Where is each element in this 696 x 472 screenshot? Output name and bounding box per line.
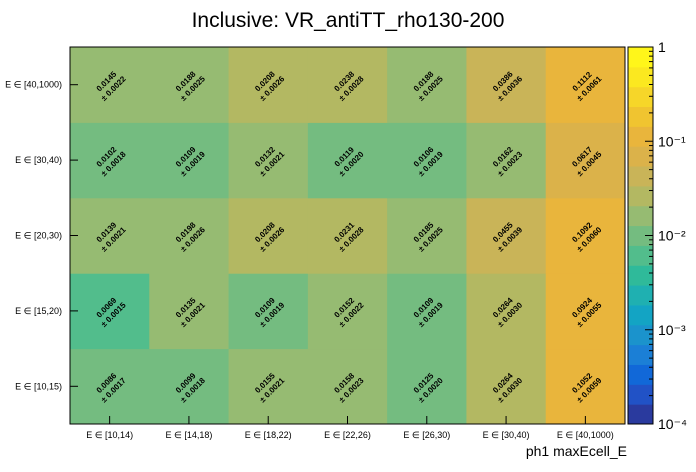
x-axis-ticks: E ∈ [10,14) E ∈ [14,18) E ∈ [18,22) E ∈ [22… [86,416,614,440]
heatmap-cell [70,197,150,274]
heatmap-cell [228,273,309,350]
heatmap-cell [70,47,150,123]
chart-title: Inclusive: VR_antiTT_rho130-200 [192,9,505,32]
heatmap-cell [307,122,388,199]
x-tick-label: E ∈ [18,22) [245,430,292,440]
colorbar-swatch [628,86,653,108]
x-tick-label: E ∈ [22,26) [324,430,371,440]
colorbar-swatch [628,285,653,306]
heatmap-cell [307,348,388,425]
colorbar-swatch [628,304,653,326]
heatmap-cell [545,122,626,199]
colorbar-swatch [628,66,653,88]
colorbar-swatch [628,384,653,405]
x-tick-label: E ∈ [40,1000) [557,430,614,440]
heatmap-cells [70,47,626,425]
heatmap-cell [149,273,230,350]
colorbar-swatch [628,265,653,286]
y-tick-label: E ∈ [15,20) [15,306,62,316]
heatmap-cell [387,122,467,199]
heatmap-cell [70,122,150,199]
heatmap-cell [149,122,230,199]
colorbar-swatch [628,47,653,68]
heatmap-cell [228,47,309,123]
x-axis-title: ph1 maxEcell_E [526,443,627,459]
heatmap-cell [387,348,467,425]
heatmap-cell [70,273,150,350]
heatmap-cell [466,197,547,274]
heatmap-cell [228,348,309,425]
heatmap-cell [387,47,467,123]
colorbar-swatch [628,205,653,227]
heatmap-cell [387,197,467,274]
colorbar-label: 10⁻¹ [658,133,686,149]
heatmap-cell [545,197,626,274]
heatmap-cell [307,47,388,123]
heatmap-cell [149,348,230,425]
colorbar-swatch [628,324,653,346]
heatmap-cell [149,47,230,123]
y-tick-label: E ∈ [30,40) [15,155,62,165]
heatmap-cell [545,273,626,350]
y-tick-label: E ∈ [20,30) [15,231,62,241]
heatmap-cell [307,273,388,350]
heatmap-cell [387,273,467,350]
x-tick-label: E ∈ [30,40) [483,430,530,440]
colorbar-swatch [628,404,653,425]
heatmap-cell [70,348,150,425]
colorbar [627,46,654,425]
colorbar-swatch [628,225,653,246]
heatmap-cell [466,122,547,199]
y-axis-ticks: E ∈ [10,15) E ∈ [15,20) E ∈ [20,30) E ∈ [30… [5,80,78,391]
x-tick-label: E ∈ [26,30) [403,430,450,440]
colorbar-swatch [628,245,653,266]
colorbar-swatch [628,185,653,207]
colorbar-swatch [628,364,653,385]
heatmap-cell [228,122,309,199]
heatmap-cell [545,47,626,123]
heatmap-cell [228,197,309,274]
colorbar-label: 1 [658,39,666,55]
colorbar-labels: 1 10⁻¹ 10⁻² 10⁻³ 10⁻⁴ [658,39,687,432]
colorbar-label: 10⁻² [658,228,686,244]
heatmap-cell [307,197,388,274]
heatmap-cell [545,348,626,425]
heatmap-cell [466,47,547,123]
heatmap-cell [466,348,547,425]
heatmap-cell [466,273,547,350]
y-tick-label: E ∈ [10,15) [15,381,62,391]
x-tick-label: E ∈ [14,18) [165,430,212,440]
heatmap-cell [149,197,230,274]
x-tick-label: E ∈ [10,14) [86,430,133,440]
colorbar-label: 10⁻⁴ [658,416,687,432]
colorbar-swatch [628,126,653,147]
colorbar-swatch [628,166,653,187]
colorbar-label: 10⁻³ [658,322,686,338]
y-tick-label: E ∈ [40,1000) [5,80,62,90]
colorbar-swatch [628,146,653,167]
colorbar-swatch [628,106,653,127]
colorbar-swatch [628,344,653,365]
